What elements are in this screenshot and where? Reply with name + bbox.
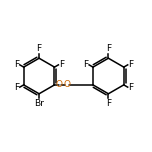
Text: F: F bbox=[36, 44, 42, 53]
Text: F: F bbox=[83, 60, 88, 69]
Text: F: F bbox=[14, 83, 19, 92]
Text: F: F bbox=[59, 60, 64, 69]
Text: Br: Br bbox=[34, 99, 44, 108]
Text: F: F bbox=[128, 83, 133, 92]
Text: F: F bbox=[14, 60, 19, 69]
Text: F: F bbox=[106, 99, 111, 108]
Text: F: F bbox=[128, 60, 133, 69]
Text: O: O bbox=[55, 80, 62, 89]
Text: O: O bbox=[64, 80, 71, 89]
Text: F: F bbox=[106, 44, 111, 53]
